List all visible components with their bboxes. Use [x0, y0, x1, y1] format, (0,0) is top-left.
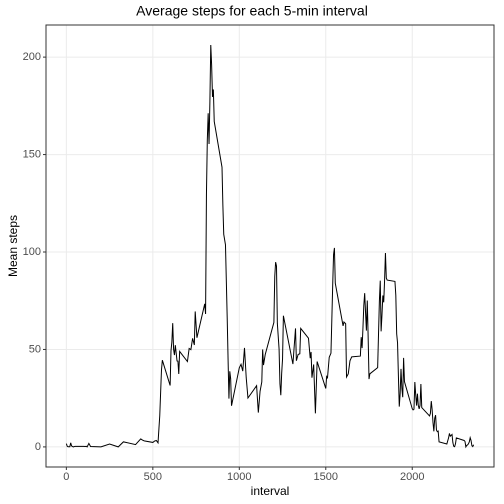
y-axis-label: Mean steps [6, 215, 20, 277]
y-tick-label: 100 [23, 246, 41, 258]
y-tick-label: 50 [29, 343, 41, 355]
chart-title: Average steps for each 5-min interval [136, 3, 368, 19]
y-tick-label: 150 [23, 148, 41, 160]
x-tick-label: 1000 [227, 471, 251, 483]
x-tick-label: 1500 [314, 471, 338, 483]
y-tick-label: 0 [35, 441, 41, 453]
y-tick-label: 200 [23, 51, 41, 63]
x-tick-label: 0 [63, 471, 69, 483]
data-line [65, 45, 475, 449]
x-axis-label: interval [251, 484, 290, 498]
x-tick-label: 500 [144, 471, 162, 483]
x-tick-label: 2000 [400, 471, 424, 483]
plot-border [45, 24, 495, 468]
